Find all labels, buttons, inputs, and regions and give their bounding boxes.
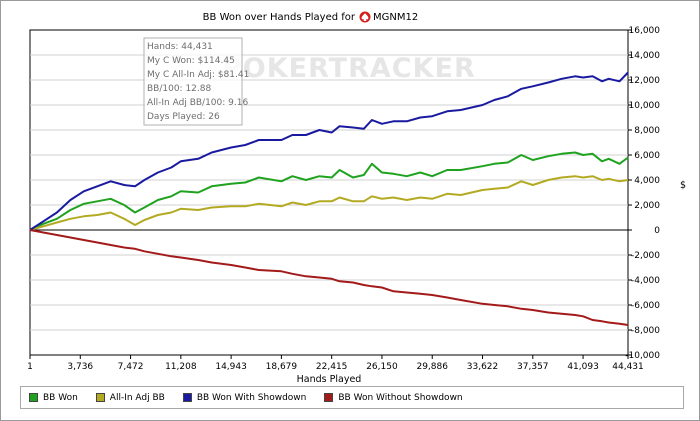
y-tick-label: 2,000: [634, 201, 660, 211]
x-tick-label: 26,150: [366, 362, 398, 372]
x-tick-label: 11,208: [165, 362, 197, 372]
chart-title: BB Won over Hands Played for: [203, 12, 356, 23]
watermark-text: POKERTRACKER: [222, 53, 476, 84]
legend-item: BB Won: [29, 393, 78, 403]
x-tick-label: 29,886: [416, 362, 448, 372]
y-tick-label: -6,000: [631, 301, 660, 311]
legend-swatch: [182, 393, 192, 402]
legend-swatch: [95, 393, 105, 402]
x-tick-label: 44,431: [612, 362, 644, 372]
x-axis-title: Hands Played: [297, 374, 362, 385]
legend-item: BB Won Without Showdown: [324, 392, 463, 403]
legend-label: BB Won: [43, 392, 78, 403]
y-tick-label: 4,000: [634, 176, 660, 186]
legend-swatch: [29, 393, 38, 402]
legend-label: BB Won With Showdown: [196, 392, 307, 403]
y-tick-label: 16,000: [629, 26, 661, 36]
x-tick-label: 37,357: [517, 362, 549, 372]
y-tick-label: 10,000: [629, 101, 661, 111]
legend-item: BB Won With Showdown: [182, 392, 307, 403]
tooltip-line: All-In Adj BB/100: 9.16: [147, 98, 248, 108]
series-line-bb-won-without-showdown: [29, 229, 629, 326]
tooltip-line: My C All-In Adj: $81.41: [147, 70, 249, 80]
x-tick-label: 1: [27, 362, 33, 372]
tooltip-line: My C Won: $114.45: [147, 56, 235, 66]
stats-tooltip: [143, 37, 243, 126]
y-tick-label: -10,000: [625, 351, 660, 361]
chart-legend: BB Won All-In Adj BB BB Won With Showdown B…: [20, 386, 684, 409]
y-tick-label: 12,000: [629, 76, 661, 86]
y-tick-label: 0: [654, 226, 660, 236]
x-tick-label: 14,943: [215, 362, 247, 372]
y-tick-label: -8,000: [631, 326, 660, 336]
x-tick-label: 41,093: [567, 362, 599, 372]
x-tick-label: 22,415: [316, 362, 348, 372]
x-tick-label: 18,679: [266, 362, 298, 372]
tooltip-line: Days Played: 26: [147, 112, 220, 122]
legend-label: BB Won Without Showdown: [338, 392, 463, 403]
series-line-bb-won-with-showdown: [29, 71, 629, 231]
x-tick-label: 7,472: [118, 362, 144, 372]
y-tick-label: 8,000: [634, 126, 660, 136]
series-line-all-in-adj-bb: [29, 175, 629, 231]
tooltip-line: BB/100: 12.88: [147, 84, 211, 94]
x-tick-label: 3,736: [67, 362, 93, 372]
y-axis-title: $: [680, 180, 686, 191]
legend-label: All-In Adj BB: [109, 392, 165, 403]
y-tick-label: 6,000: [634, 151, 660, 161]
y-tick-label: 14,000: [629, 51, 661, 61]
legend-item: All-In Adj BB: [95, 392, 165, 403]
chart-player-name: MGNM12: [373, 12, 418, 23]
y-tick-label: -2,000: [631, 251, 660, 261]
poker-spade-icon: [359, 11, 371, 23]
series-line-bb-won: [29, 151, 629, 231]
tooltip-line: Hands: 44,431: [147, 42, 213, 52]
plot-area: [29, 29, 629, 356]
x-tick-label: 33,622: [467, 362, 499, 372]
y-tick-label: -4,000: [631, 276, 660, 286]
legend-swatch: [324, 393, 334, 402]
